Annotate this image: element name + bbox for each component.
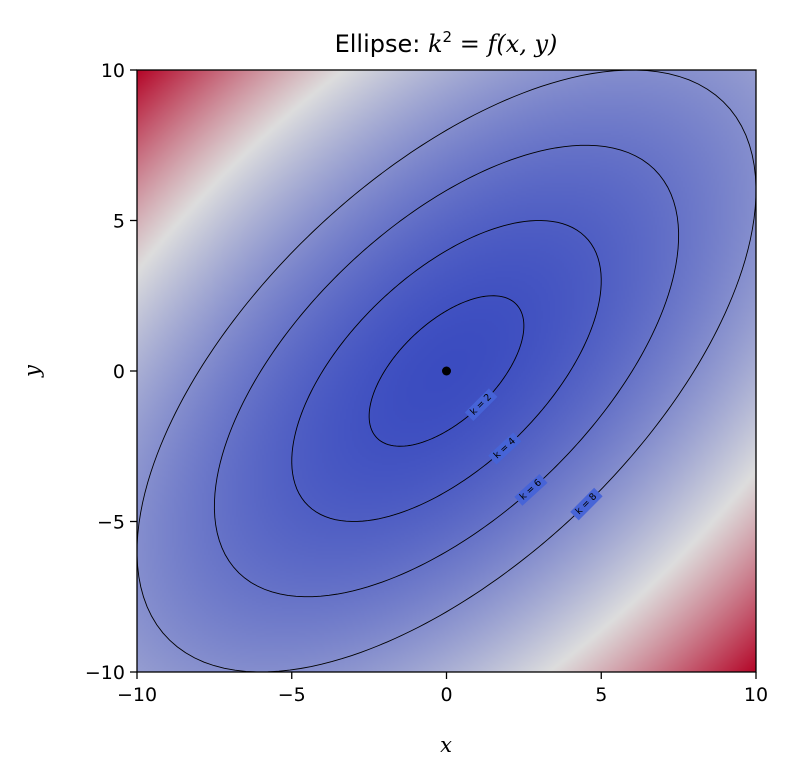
x-tick-label: 10 — [744, 684, 768, 706]
center-point — [442, 366, 451, 376]
x-tick-label: 5 — [595, 684, 607, 706]
y-axis: −10 −5 0 5 10 — [85, 60, 137, 684]
x-tick-label: 0 — [440, 684, 452, 706]
contour-label-bg — [488, 432, 522, 465]
plot-area: k = 2k = 4k = 6k = 8 — [136, 69, 757, 673]
x-axis: −10 −5 0 5 10 — [117, 672, 768, 706]
x-tick-label: −10 — [117, 684, 157, 706]
x-axis-label: x — [440, 733, 452, 757]
title-sup: 2 — [443, 28, 453, 46]
title-rest: = f(x, y) — [452, 30, 557, 58]
contour-label-bg — [570, 487, 603, 521]
chart-title: Ellipse: k2 = f(x, y) — [335, 28, 558, 58]
title-var: k — [428, 30, 443, 58]
y-tick-label: −5 — [97, 512, 125, 534]
y-tick-label: 5 — [113, 211, 125, 233]
y-tick-label: 0 — [113, 361, 125, 383]
title-prefix: Ellipse: — [335, 30, 428, 58]
contour-label-bg — [514, 474, 548, 506]
y-tick-label: −10 — [85, 662, 125, 684]
y-axis-label: y — [20, 364, 44, 378]
contour-label-bg — [464, 388, 498, 421]
x-tick-label: −5 — [278, 684, 306, 706]
y-tick-label: 10 — [101, 60, 125, 82]
